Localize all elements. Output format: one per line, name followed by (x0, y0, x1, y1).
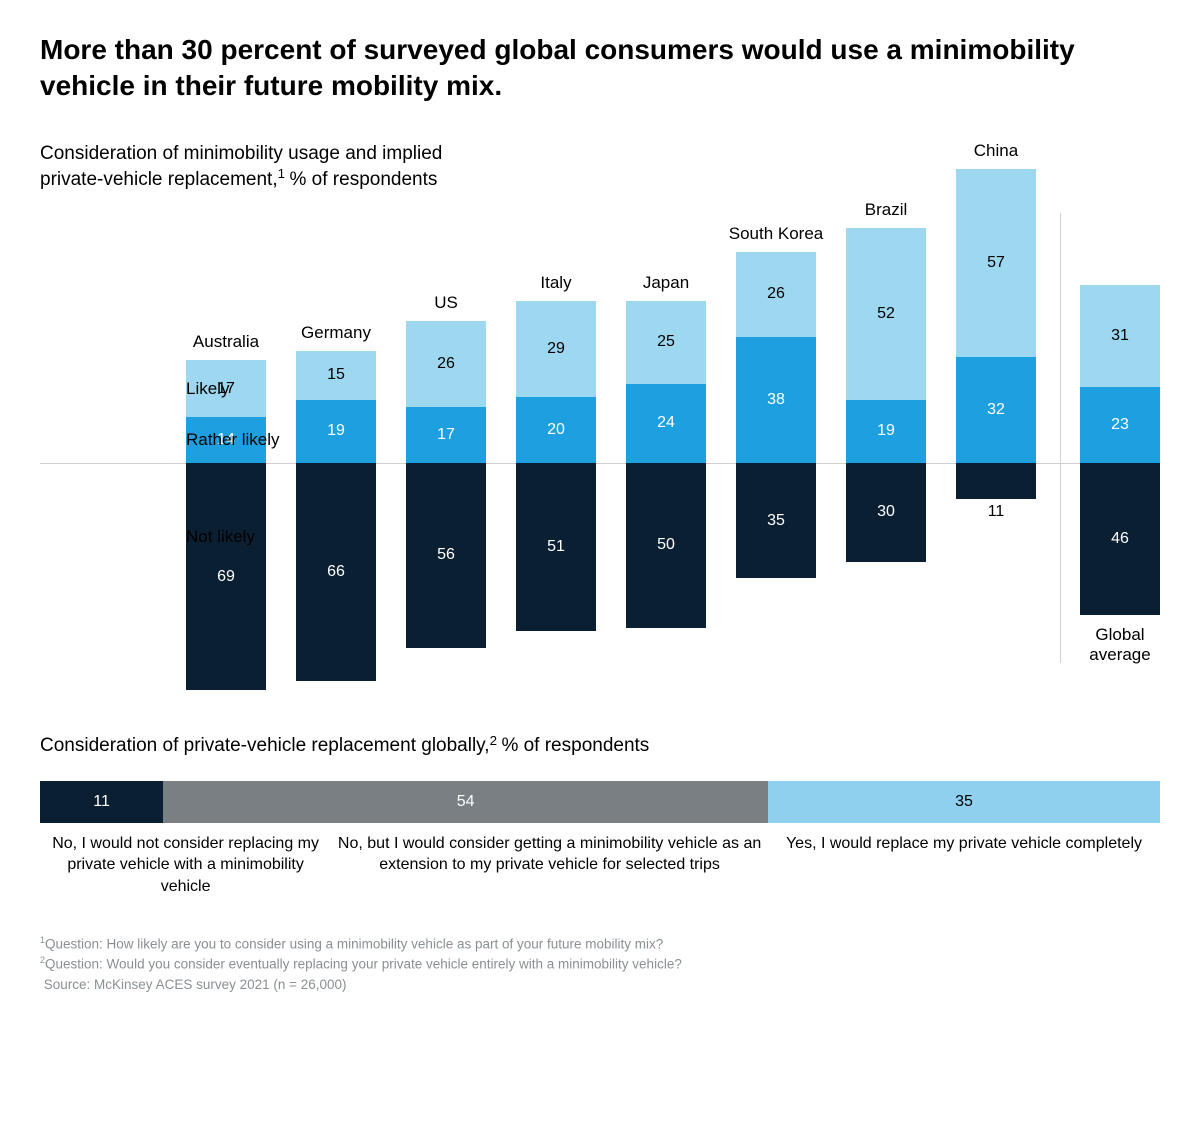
segment-likely: 15 (296, 351, 376, 401)
chart1-subtitle-sup: 1 (278, 166, 285, 181)
label-country: Germany (276, 323, 396, 343)
segment-not-likely (956, 463, 1036, 499)
segment-likely: 29 (516, 301, 596, 397)
segment-not-likely: 56 (406, 463, 486, 648)
hbar-segment: 11 (40, 781, 163, 823)
footnote-2: 2Question: Would you consider eventually… (40, 954, 1160, 975)
hbar-segment: 35 (768, 781, 1160, 823)
label-country: China (936, 141, 1056, 161)
segment-rather-likely: 23 (1080, 387, 1160, 463)
segment-rather-likely: 19 (846, 400, 926, 463)
footnote-1-text: Question: How likely are you to consider… (45, 936, 663, 951)
footnote-2-text: Question: Would you consider eventually … (45, 957, 682, 972)
footnote-source: Source: McKinsey ACES survey 2021 (n = 2… (40, 975, 1160, 995)
axis-label-not-likely: Not likely (186, 527, 200, 547)
chart1-subtitle: Consideration of minimobility usage and … (40, 141, 500, 193)
segment-likely: 52 (846, 228, 926, 400)
chart1-subtitle-light: % of respondents (290, 169, 438, 190)
label-country: Japan (606, 273, 726, 293)
hbar-segment-label: No, but I would consider getting a minim… (331, 833, 768, 898)
segment-likely: 57 (956, 169, 1036, 357)
segment-not-likely: 50 (626, 463, 706, 628)
chart2-bar: 115435 (40, 781, 1160, 823)
segment-likely: 25 (626, 301, 706, 384)
label-country: Brazil (826, 200, 946, 220)
segment-likely: 26 (736, 252, 816, 338)
chart2: Consideration of private-vehicle replace… (40, 733, 1160, 898)
segment-likely: 31 (1080, 285, 1160, 387)
hbar-segment-label: No, I would not consider replacing my pr… (40, 833, 331, 898)
segment-rather-likely: 32 (956, 357, 1036, 463)
label-country: South Korea (716, 224, 836, 244)
segment-not-likely: 51 (516, 463, 596, 631)
label-country: Italy (496, 273, 616, 293)
chart2-labels-row: No, I would not consider replacing my pr… (40, 833, 1160, 898)
chart1-divider (1060, 213, 1061, 663)
chart2-subtitle-light: % of respondents (501, 735, 649, 756)
segment-not-likely: 69 (186, 463, 266, 691)
chart2-subtitle-sup: 2 (490, 733, 497, 748)
segment-not-likely: 46 (1080, 463, 1160, 615)
segment-not-likely: 66 (296, 463, 376, 681)
segment-rather-likely: 20 (516, 397, 596, 463)
segment-rather-likely: 24 (626, 384, 706, 463)
footnote-1: 1Question: How likely are you to conside… (40, 934, 1160, 955)
chart2-subtitle-bold: Consideration of private-vehicle replace… (40, 735, 490, 756)
chart2-subtitle: Consideration of private-vehicle replace… (40, 733, 1160, 759)
hbar-segment: 54 (163, 781, 768, 823)
chart1-plot-area: Consideration of minimobility usage and … (40, 83, 1160, 703)
segment-likely: 26 (406, 321, 486, 407)
label-country: Australia (166, 332, 286, 352)
footnotes: 1Question: How likely are you to conside… (40, 934, 1160, 996)
segment-not-likely-value: 11 (956, 501, 1036, 523)
label-country: US (386, 293, 506, 313)
segment-rather-likely: 38 (736, 337, 816, 462)
axis-label-rather-likely: Rather likely (186, 430, 200, 450)
chart1: Consideration of minimobility usage and … (40, 83, 1160, 703)
segment-rather-likely: 17 (406, 407, 486, 463)
label-global-average: Globalaverage (1070, 625, 1170, 665)
segment-rather-likely: 19 (296, 400, 376, 463)
hbar-segment-label: Yes, I would replace my private vehicle … (768, 833, 1160, 898)
segment-not-likely: 35 (736, 463, 816, 579)
axis-label-likely: Likely (186, 379, 200, 399)
segment-not-likely: 30 (846, 463, 926, 562)
footnote-source-text: Source: McKinsey ACES survey 2021 (n = 2… (44, 977, 347, 992)
